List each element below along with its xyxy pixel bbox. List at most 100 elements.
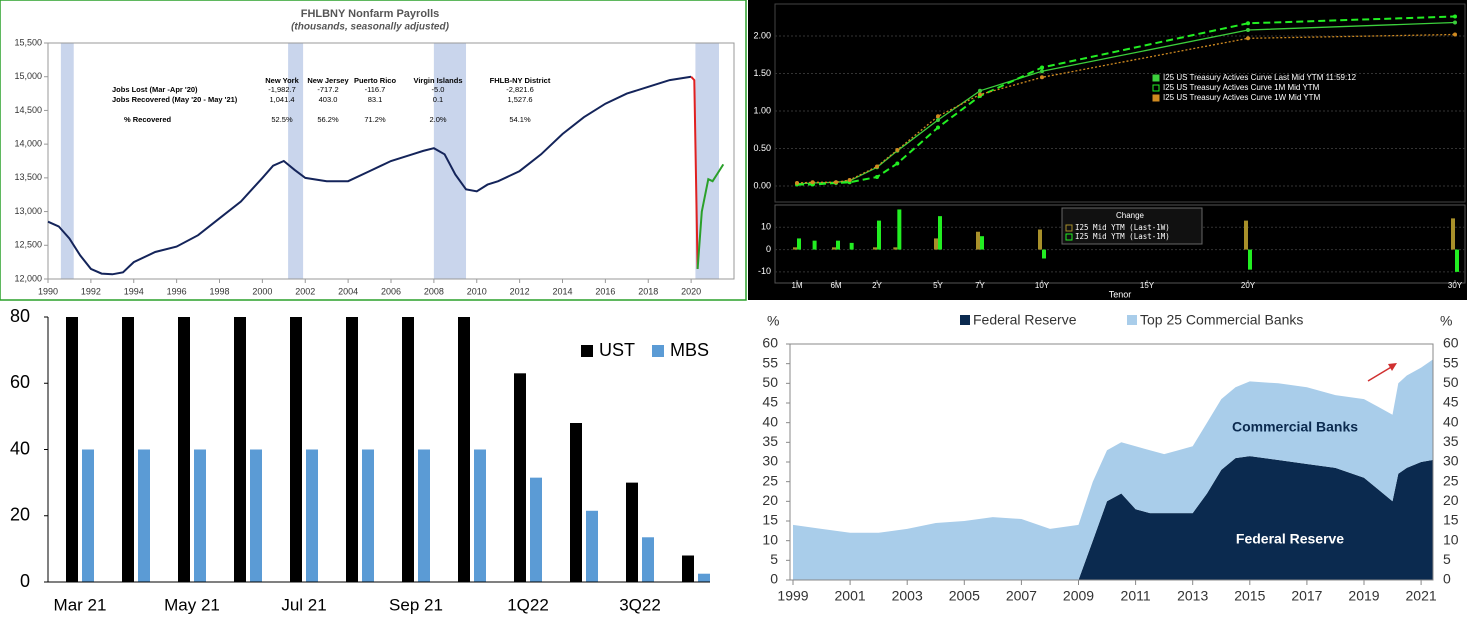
bar bbox=[402, 317, 414, 582]
chart-subtitle: (thousands, seasonally adjusted) bbox=[291, 22, 449, 33]
change-bar bbox=[877, 220, 881, 250]
legend-swatch bbox=[1152, 94, 1160, 102]
y-tick-label: 35 bbox=[762, 433, 778, 449]
x-tick-label: 7Y bbox=[975, 281, 985, 290]
bar bbox=[418, 449, 430, 582]
legend-swatch bbox=[1065, 233, 1073, 241]
y-tick-label: 12,000 bbox=[14, 273, 42, 283]
table-cell: 83.1 bbox=[368, 95, 383, 104]
table-header: New Jersey bbox=[307, 76, 349, 85]
x-tick-label: May 21 bbox=[164, 595, 220, 614]
change-bar bbox=[1455, 249, 1459, 272]
bar bbox=[642, 537, 654, 582]
y-tick-label: 10 bbox=[762, 531, 778, 547]
legend-label: Federal Reserve bbox=[973, 312, 1077, 328]
change-bar bbox=[897, 209, 902, 250]
y-tick-label: 55 bbox=[762, 354, 778, 370]
curve-point bbox=[936, 125, 940, 130]
legend-label: UST bbox=[599, 340, 635, 360]
x-tick-label: 1994 bbox=[124, 286, 144, 296]
curve-point bbox=[1453, 20, 1457, 25]
plot-frame bbox=[774, 204, 1466, 284]
x-tick-label: 1992 bbox=[81, 286, 101, 296]
x-tick-label: 2006 bbox=[381, 286, 401, 296]
y-tick-label: 40 bbox=[762, 413, 778, 429]
table-row-label: % Recovered bbox=[124, 115, 172, 124]
curve-point bbox=[834, 180, 838, 185]
curve-point bbox=[1453, 32, 1457, 37]
y2-tick-label: 10 bbox=[1443, 531, 1459, 547]
curve-point bbox=[810, 180, 815, 185]
legend-box bbox=[1061, 207, 1203, 245]
change-bar bbox=[1248, 249, 1252, 270]
y2-tick-label: 20 bbox=[1443, 492, 1459, 508]
y-tick-label: 50 bbox=[762, 374, 778, 390]
x-tick-label: 2011 bbox=[1121, 588, 1151, 604]
curve-point bbox=[1040, 65, 1044, 70]
legend-label: I25 Mid YTM (Last-1M) bbox=[1075, 232, 1170, 241]
area bbox=[793, 456, 1433, 580]
change-bar bbox=[976, 231, 980, 250]
y-tick-label: 25 bbox=[762, 472, 778, 488]
x-tick-label: Jul 21 bbox=[281, 595, 326, 614]
recession-band bbox=[288, 43, 304, 279]
bar bbox=[306, 449, 318, 582]
change-bar bbox=[938, 216, 942, 250]
y-tick-label: 0.50 bbox=[753, 143, 771, 153]
curve-point bbox=[978, 88, 982, 93]
payroll-line bbox=[696, 163, 725, 269]
x-tick-label: 2012 bbox=[510, 286, 530, 296]
y2-tick-label: 60 bbox=[1443, 335, 1459, 351]
table-cell: 71.2% bbox=[364, 115, 386, 124]
bar bbox=[250, 449, 262, 582]
x-tick-label: 2020 bbox=[681, 286, 701, 296]
curve-point bbox=[795, 181, 799, 185]
y-tick-label: 60 bbox=[762, 335, 778, 351]
change-bar bbox=[797, 238, 801, 250]
bar bbox=[698, 573, 710, 582]
table-cell: 54.1% bbox=[509, 115, 531, 124]
table-row-label: Jobs Recovered (May '20 - May '21) bbox=[112, 95, 238, 104]
legend-label: I25 US Treasury Actives Curve 1W Mid YTM bbox=[1163, 93, 1321, 102]
table-header: Virgin Islands bbox=[413, 76, 462, 85]
change-bar bbox=[832, 247, 836, 250]
x-tick-label: 1990 bbox=[38, 286, 58, 296]
y-unit: % bbox=[767, 313, 779, 329]
bar bbox=[474, 449, 486, 582]
table-header: Puerto Rico bbox=[354, 76, 397, 85]
x-tick-label: 1M bbox=[791, 281, 802, 290]
x-tick-label: 2016 bbox=[595, 286, 615, 296]
legend-swatch bbox=[1152, 84, 1160, 92]
payroll-line bbox=[690, 76, 699, 269]
y-tick-label: 15,500 bbox=[14, 37, 42, 47]
x-tick-label: 2005 bbox=[949, 588, 980, 604]
arrow bbox=[1367, 365, 1394, 382]
legend-label: I25 Mid YTM (Last-1W) bbox=[1075, 223, 1170, 232]
y-tick-label: 14,000 bbox=[14, 139, 42, 149]
curve-point bbox=[1246, 28, 1250, 32]
legend-swatch bbox=[1065, 224, 1073, 232]
x-tick-label: 3Q22 bbox=[619, 595, 661, 614]
curve-point bbox=[936, 114, 940, 119]
change-bar bbox=[873, 247, 877, 250]
y2-tick-label: 30 bbox=[1443, 453, 1459, 469]
y2-tick-label: 40 bbox=[1443, 413, 1459, 429]
y2-tick-label: 25 bbox=[1443, 472, 1459, 488]
bar bbox=[514, 373, 526, 582]
x-tick-label: 20Y bbox=[1241, 281, 1256, 290]
x-tick-label: 5Y bbox=[933, 281, 943, 290]
y-tick-label: 14,500 bbox=[14, 105, 42, 115]
x-tick-label: 2013 bbox=[1177, 588, 1208, 604]
change-bar bbox=[1038, 229, 1042, 250]
bar bbox=[570, 423, 582, 582]
curve-point bbox=[895, 148, 900, 152]
curve-point bbox=[1040, 75, 1044, 80]
y2-tick-label: 45 bbox=[1443, 394, 1459, 410]
y-tick-label: 45 bbox=[762, 394, 778, 410]
change-bar bbox=[1244, 220, 1248, 250]
curve-point bbox=[1453, 14, 1457, 19]
x-tick-label: 2007 bbox=[1006, 588, 1037, 604]
legend-label: I25 US Treasury Actives Curve 1M Mid YTM bbox=[1163, 83, 1320, 92]
x-tick-label: 30Y bbox=[1448, 281, 1463, 290]
